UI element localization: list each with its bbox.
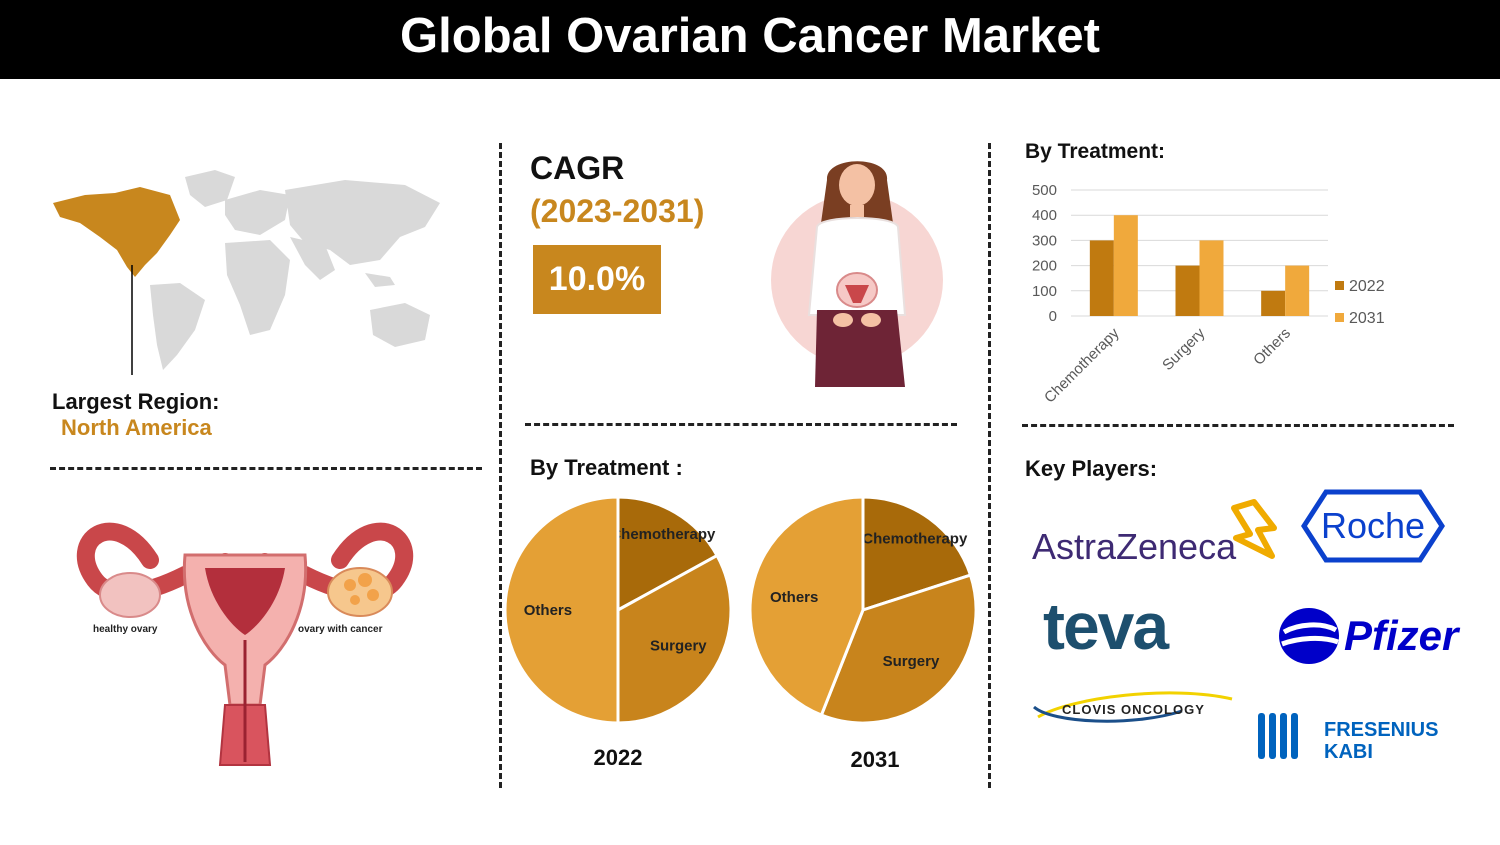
fresenius-kabi: KABI [1324, 741, 1373, 763]
tumor-mark [358, 573, 372, 587]
y-tick-label: 400 [1032, 207, 1057, 224]
key-players-heading: Key Players: [1025, 456, 1158, 481]
x-tick-label: Chemotherapy [1041, 324, 1123, 406]
y-tick-label: 0 [1049, 308, 1057, 325]
tumor-mark [367, 589, 379, 601]
y-tick-label: 100 [1032, 283, 1057, 300]
legend-label: 2031 [1349, 310, 1385, 327]
pie-label: Surgery [883, 653, 940, 670]
pie-slice-chemotherapy-2022 [616, 495, 720, 613]
pie-label: Others [524, 602, 572, 619]
pie-slice-others-2022 [503, 495, 620, 725]
x-tick-label: Others [1250, 325, 1294, 369]
bar-surgery-2022 [1175, 265, 1200, 316]
shirt [807, 217, 907, 316]
roche-logo: Roche [1301, 489, 1445, 563]
cagr-period: (2023-2031) [530, 193, 705, 229]
pie-label: Surgery [650, 638, 707, 655]
pie-slice-chemotherapy-2031 [861, 495, 973, 613]
healthy-ovary [99, 572, 161, 618]
roche-logo-text: Roche [1321, 505, 1425, 546]
pfizer-logo-text: Pfizer [1344, 612, 1459, 659]
bar-section-heading: By Treatment: [1025, 140, 1166, 163]
uterine-cavity [205, 568, 285, 635]
title-banner: Global Ovarian Cancer Market [0, 0, 1500, 79]
astrazeneca-logo-text: AstraZeneca [1032, 526, 1237, 567]
divider-middle-horizontal [525, 423, 957, 426]
legend-label: 2022 [1349, 278, 1385, 295]
bar-chart: 0 100 200 300 400 500 Chemotherapy Surgery Other… [1032, 182, 1385, 406]
astrazeneca-symbol-icon [1231, 499, 1277, 559]
uterus-diagram: healthy ovary ovary with cancer [76, 522, 414, 766]
fresenius-name: FRESENIUS [1324, 719, 1439, 741]
pie-label: Chemotherapy [610, 526, 716, 543]
pie-label: Others [770, 589, 818, 606]
x-tick-label: Surgery [1159, 324, 1209, 374]
woman-illustration [771, 161, 943, 387]
pie-charts: Chemotherapy Surgery Others 2022 Chemotherap… [503, 495, 978, 772]
roche-hexagon [1301, 489, 1445, 563]
healthy-ovary-label: healthy ovary [93, 624, 158, 635]
clovis-name: CLOVIS [1062, 702, 1117, 717]
cagr-value: 10.0% [548, 260, 646, 298]
divider-left-horizontal [50, 467, 482, 470]
bar-surgery-2031 [1199, 240, 1224, 316]
divider-left [499, 143, 502, 788]
largest-region-label: Largest Region: [52, 389, 220, 414]
legend-swatch [1335, 313, 1344, 322]
held-uterus-core [845, 285, 869, 303]
tumor-mark [344, 579, 356, 591]
cancer-ovary-label: ovary with cancer [298, 624, 383, 635]
north-america-highlight [53, 187, 180, 277]
page-title: Global Ovarian Cancer Market [400, 9, 1100, 63]
pie-slice-surgery-2031 [819, 573, 978, 725]
cancer-ovary [327, 567, 393, 617]
bar-chemotherapy-2022 [1089, 240, 1114, 316]
hand [861, 313, 881, 327]
pie-label: Chemotherapy [862, 531, 968, 548]
pie-year-label: 2022 [594, 745, 643, 770]
legend-swatch [1335, 281, 1344, 290]
pfizer-pill-icon [1279, 608, 1339, 664]
clovis-logo-text: CLOVIS ONCOLOGY [1062, 702, 1205, 717]
y-tick-label: 300 [1032, 232, 1057, 249]
bar-chemotherapy-2031 [1113, 215, 1138, 316]
tumor-mark [350, 595, 360, 605]
trousers [815, 310, 905, 387]
pie-slice-others-2031 [748, 495, 865, 718]
largest-region-value: North America [61, 415, 212, 440]
divider-right-horizontal [1022, 424, 1454, 427]
cagr-value-box: 10.0% [533, 245, 661, 314]
cagr-title: CAGR [530, 150, 625, 186]
clovis-swoosh-icon [1033, 691, 1233, 723]
bar-others-2031 [1285, 265, 1310, 316]
pie-year-label: 2031 [851, 747, 900, 772]
hand [833, 313, 853, 327]
y-tick-label: 200 [1032, 258, 1057, 275]
teva-logo-text: teva [1043, 589, 1169, 663]
face [839, 164, 875, 206]
bar-others-2022 [1261, 290, 1286, 316]
world-map-landmass [150, 170, 440, 370]
pie-slice-surgery-2022 [616, 553, 733, 725]
clovis-oncology: ONCOLOGY [1121, 702, 1205, 717]
neck [850, 205, 864, 217]
y-tick-label: 500 [1032, 182, 1057, 199]
divider-right [988, 143, 991, 788]
pie-section-heading: By Treatment : [530, 455, 683, 480]
fresenius-stripes-icon [1258, 713, 1298, 759]
world-map [53, 170, 440, 375]
